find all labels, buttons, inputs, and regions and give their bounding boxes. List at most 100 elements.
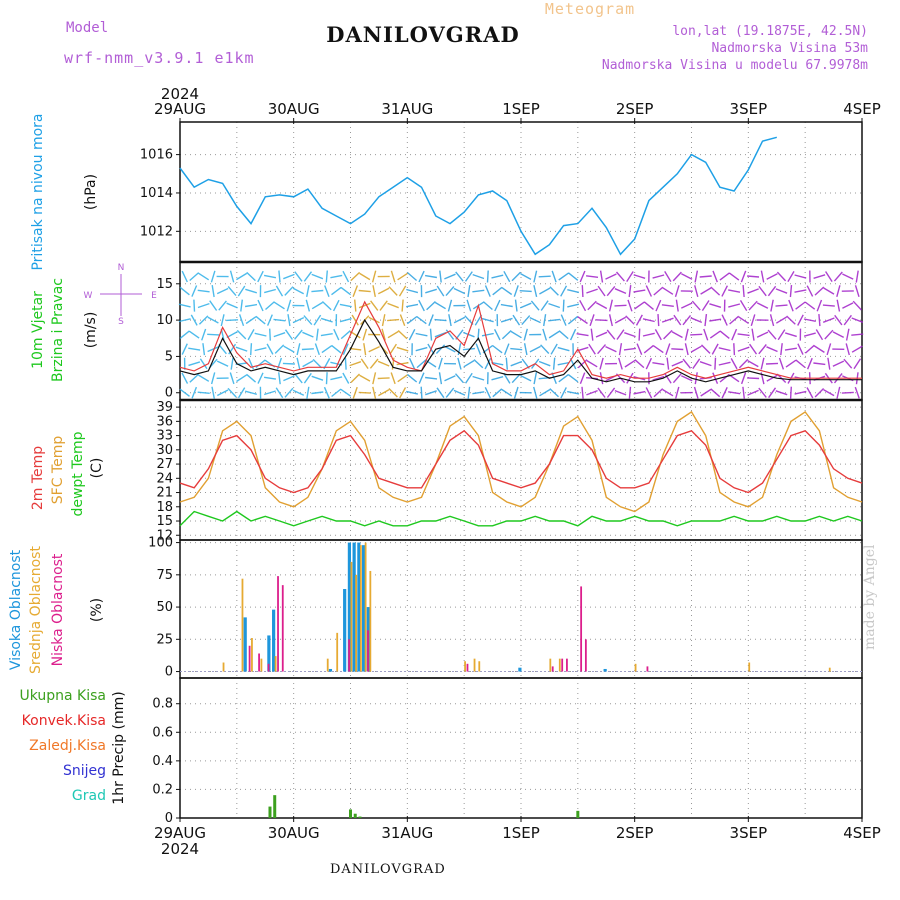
wind-arrow [739,300,748,312]
wind-arrow [760,270,765,283]
wind-arrow [543,314,547,327]
wind-arrow [520,374,532,382]
wind-arrow [733,343,736,356]
wind-arrow [815,329,824,341]
wind-arrow [294,373,303,384]
wind-arrow [406,315,418,325]
wind-arrow [542,328,548,341]
y-tick-label: 25 [156,632,173,647]
wind-arrow [266,343,274,355]
wind-arrow [655,299,662,312]
wind-arrow [472,273,485,280]
cloud-bar [274,656,277,672]
wind-arrow [540,300,549,311]
wind-arrow [737,333,750,337]
wind-arrow [710,286,721,296]
wind-arrow [597,285,606,297]
wind-arrow [240,299,243,312]
wind-arrow [827,357,831,370]
compass-w: W [84,291,93,301]
wind-arrow [303,372,312,384]
y-tick-label: 0.8 [152,697,173,712]
wind-arrow [426,300,436,311]
wind-arrow [784,332,797,338]
wind-arrow [264,288,276,294]
wind-arrow [428,314,434,326]
wind-arrow [503,343,510,356]
wind-arrow [197,391,210,394]
wind-arrow [751,328,755,341]
x-tick-label-top: 3SEP [730,100,768,118]
wind-arrow [652,362,665,366]
wind-arrow [605,345,617,353]
wind-arrow [608,299,613,312]
wind-arrow [567,272,579,281]
y-tick-label: 39 [156,400,173,415]
cloud-bar [518,667,522,672]
precip-bar [268,806,272,818]
wind-arrow [273,332,286,338]
wind-arrow [503,372,511,384]
wind-arrow [845,328,850,341]
wind-arrow [198,315,209,325]
wind-arrow [472,289,485,293]
wind-arrow [211,284,215,298]
wind-arrow [654,329,662,341]
cloud-bar [348,639,350,672]
wind-arrow [491,361,504,366]
x-tick-label-bottom: 2SEP [616,824,654,842]
y-tick-label: 15 [156,277,173,292]
wind-arrow [333,328,340,341]
wind-arrow [728,391,741,395]
year-label-bottom: 2024 [161,840,199,858]
wind-arrow [623,347,636,351]
wind-arrow [244,303,258,308]
wind-arrow [274,344,285,354]
wind-arrow [700,287,712,295]
wind-arrow [557,361,570,366]
wind-arrow [230,357,234,370]
cloud-bar [251,638,253,672]
wind-arrow [342,270,350,283]
wind-arrow [474,314,483,326]
sfc-temp-ylabel: SFC Temp [50,436,66,505]
wind-arrow [806,387,814,399]
wind-arrow [436,285,445,297]
wind-arrow [340,330,351,340]
wind-arrow [795,359,806,369]
y-tick-label: 24 [156,471,173,486]
wind-arrow [851,345,863,353]
wind-arrow [216,287,229,295]
wind-arrow [832,331,845,339]
wind-arrow [721,387,728,399]
wind-arrow [218,300,227,311]
cloud-bar [281,585,284,672]
y-tick-label: 75 [156,568,173,583]
wind-arrow [226,302,238,309]
wind-arrow [179,286,190,296]
wind-arrow [397,329,408,340]
precip-legend-item: Grad [72,788,106,804]
wind-arrow [377,377,390,380]
cloud-bar [364,542,367,672]
y-tick-label: 0 [165,811,173,826]
wind-arrow [539,287,551,295]
wind-arrow [690,345,702,353]
wind-arrow [396,362,409,366]
wind-arrow [691,300,701,311]
wind-arrow [339,317,352,323]
wind-arrow [407,272,418,282]
cloud-high-ylabel: Visoka Oblacnost [8,549,24,670]
cloud-bar [222,662,225,672]
wind-arrow [690,333,703,336]
y-tick-label: 0 [165,665,173,680]
wind-arrow [628,285,632,298]
wind-arrow [740,270,747,283]
cloud-bar [352,542,356,672]
wind-arrow [560,314,567,326]
precip-legend-item: Konvek.Kisa [22,713,106,729]
wind-arrow [207,333,220,336]
wind-arrow [558,330,569,340]
wind-arrow [305,299,311,312]
cloud-bar [241,578,244,672]
